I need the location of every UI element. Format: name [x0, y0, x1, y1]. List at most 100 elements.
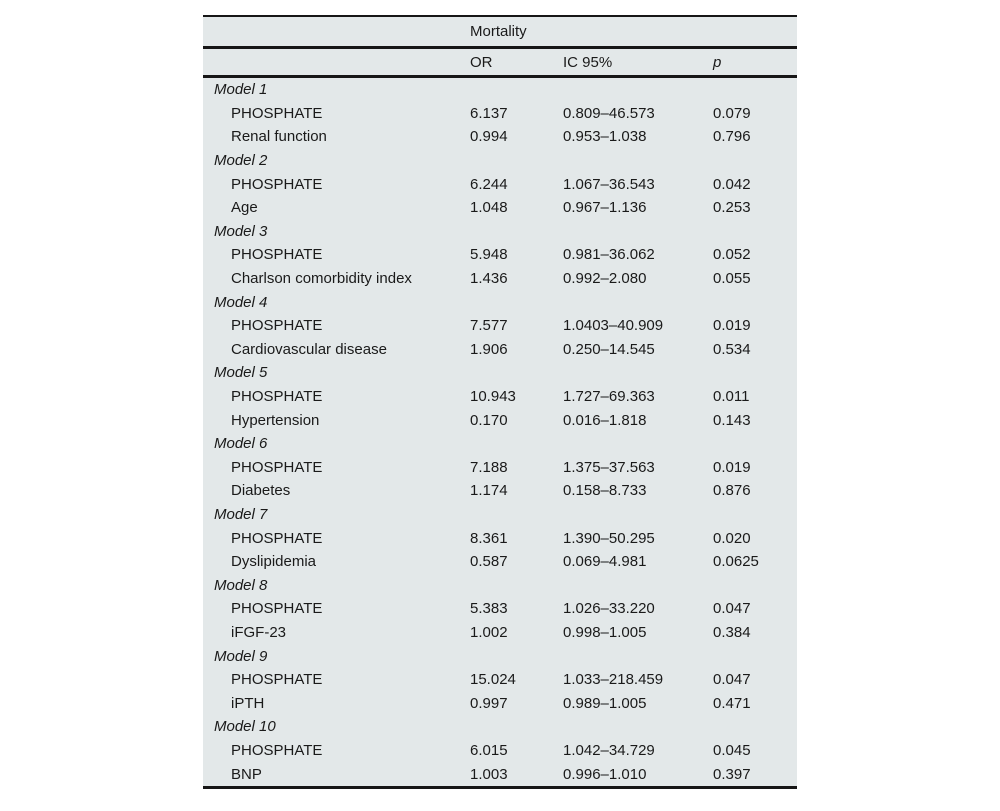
table-row: PHOSPHATE 6.015 1.042–34.729 0.045 [203, 739, 797, 763]
cell-or: 0.587 [470, 553, 508, 571]
row-label: Model 9 [214, 647, 268, 665]
table-row: Cardiovascular disease 1.906 0.250–14.54… [203, 338, 797, 362]
row-label: PHOSPHATE [231, 317, 323, 335]
table-row: iPTH 0.997 0.989–1.005 0.471 [203, 691, 797, 715]
table-row: Model 9 [203, 644, 797, 668]
cell-p: 0.019 [713, 317, 751, 335]
row-label: PHOSPHATE [231, 458, 323, 476]
cell-p: 0.253 [713, 199, 751, 217]
row-label: BNP [231, 765, 262, 783]
group-header-label: Mortality [470, 23, 527, 40]
table-row: PHOSPHATE 6.244 1.067–36.543 0.042 [203, 172, 797, 196]
cell-p: 0.143 [713, 411, 751, 429]
row-label: Charlson comorbidity index [231, 270, 412, 288]
cell-ic95: 0.016–1.818 [563, 411, 647, 429]
column-header-p: p [713, 53, 722, 71]
table-row: Dyslipidemia 0.587 0.069–4.981 0.0625 [203, 550, 797, 574]
table-row: Model 5 [203, 361, 797, 385]
table-row: PHOSPHATE 7.577 1.0403–40.909 0.019 [203, 314, 797, 338]
table-group-header-row: Mortality [203, 17, 797, 49]
cell-p: 0.534 [713, 340, 751, 358]
row-label: PHOSPHATE [231, 600, 323, 618]
cell-or: 1.174 [470, 482, 508, 500]
cell-or: 0.994 [470, 128, 508, 146]
table-row: PHOSPHATE 6.137 0.809–46.573 0.079 [203, 102, 797, 126]
table-row: PHOSPHATE 15.024 1.033–218.459 0.047 [203, 668, 797, 692]
cell-p: 0.047 [713, 600, 751, 618]
table-row: PHOSPHATE 5.383 1.026–33.220 0.047 [203, 597, 797, 621]
cell-ic95: 1.375–37.563 [563, 458, 655, 476]
cell-ic95: 0.250–14.545 [563, 340, 655, 358]
table-body: Model 1 PHOSPHATE 6.137 0.809–46.573 0.0… [203, 78, 797, 786]
table-row: Model 2 [203, 149, 797, 173]
mortality-regression-table: Mortality OR IC 95% p Model 1 PHOSPHATE … [203, 15, 797, 789]
cell-or: 6.137 [470, 104, 508, 122]
cell-ic95: 0.992–2.080 [563, 270, 647, 288]
table-row: Age 1.048 0.967–1.136 0.253 [203, 196, 797, 220]
column-header-ic95: IC 95% [563, 53, 613, 71]
table-row: iFGF-23 1.002 0.998–1.005 0.384 [203, 621, 797, 645]
row-label: Model 10 [214, 718, 276, 736]
row-label: Renal function [231, 128, 327, 146]
row-label: Cardiovascular disease [231, 340, 387, 358]
cell-ic95: 1.390–50.295 [563, 529, 655, 547]
cell-ic95: 0.809–46.573 [563, 104, 655, 122]
table-row: Model 10 [203, 715, 797, 739]
table-row: Renal function 0.994 0.953–1.038 0.796 [203, 125, 797, 149]
row-label: iPTH [231, 694, 265, 712]
cell-p: 0.045 [713, 741, 751, 759]
row-label: Model 7 [214, 505, 268, 523]
cell-or: 5.383 [470, 600, 508, 618]
cell-ic95: 0.069–4.981 [563, 553, 647, 571]
table-row: Model 7 [203, 503, 797, 527]
row-label: Model 5 [214, 364, 268, 382]
cell-ic95: 0.158–8.733 [563, 482, 647, 500]
table-row: Charlson comorbidity index 1.436 0.992–2… [203, 267, 797, 291]
cell-p: 0.042 [713, 175, 751, 193]
cell-or: 0.997 [470, 694, 508, 712]
table-column-header-row: OR IC 95% p [203, 49, 797, 78]
cell-p: 0.019 [713, 458, 751, 476]
cell-p: 0.020 [713, 529, 751, 547]
cell-p: 0.055 [713, 270, 751, 288]
cell-ic95: 1.042–34.729 [563, 741, 655, 759]
cell-ic95: 0.981–36.062 [563, 246, 655, 264]
cell-ic95: 0.996–1.010 [563, 765, 647, 783]
row-label: Hypertension [231, 411, 320, 429]
row-label: iFGF-23 [231, 623, 287, 641]
cell-or: 1.906 [470, 340, 508, 358]
row-label: PHOSPHATE [231, 671, 323, 689]
table-row: Model 8 [203, 573, 797, 597]
row-label: Model 4 [214, 293, 268, 311]
row-label: Model 3 [214, 222, 268, 240]
cell-ic95: 1.0403–40.909 [563, 317, 664, 335]
table-row: Model 6 [203, 432, 797, 456]
cell-or: 10.943 [470, 388, 516, 406]
row-label: Dyslipidemia [231, 553, 317, 571]
cell-ic95: 1.026–33.220 [563, 600, 655, 618]
cell-or: 1.002 [470, 623, 508, 641]
cell-p: 0.052 [713, 246, 751, 264]
table-row: Model 1 [203, 78, 797, 102]
cell-p: 0.047 [713, 671, 751, 689]
table-row: Hypertension 0.170 0.016–1.818 0.143 [203, 408, 797, 432]
cell-or: 7.188 [470, 458, 508, 476]
cell-or: 1.048 [470, 199, 508, 217]
cell-or: 8.361 [470, 529, 508, 547]
table-row: BNP 1.003 0.996–1.010 0.397 [203, 762, 797, 786]
cell-or: 5.948 [470, 246, 508, 264]
cell-p: 0.0625 [713, 553, 759, 571]
cell-or: 7.577 [470, 317, 508, 335]
cell-p: 0.011 [713, 388, 750, 406]
row-label: PHOSPHATE [231, 741, 323, 759]
cell-or: 6.244 [470, 175, 508, 193]
cell-ic95: 1.067–36.543 [563, 175, 655, 193]
cell-ic95: 0.967–1.136 [563, 199, 647, 217]
row-label: Diabetes [231, 482, 291, 500]
table-row: Model 3 [203, 220, 797, 244]
row-label: Age [231, 199, 258, 217]
cell-or: 1.436 [470, 270, 508, 288]
cell-p: 0.384 [713, 623, 751, 641]
row-label: Model 8 [214, 576, 268, 594]
